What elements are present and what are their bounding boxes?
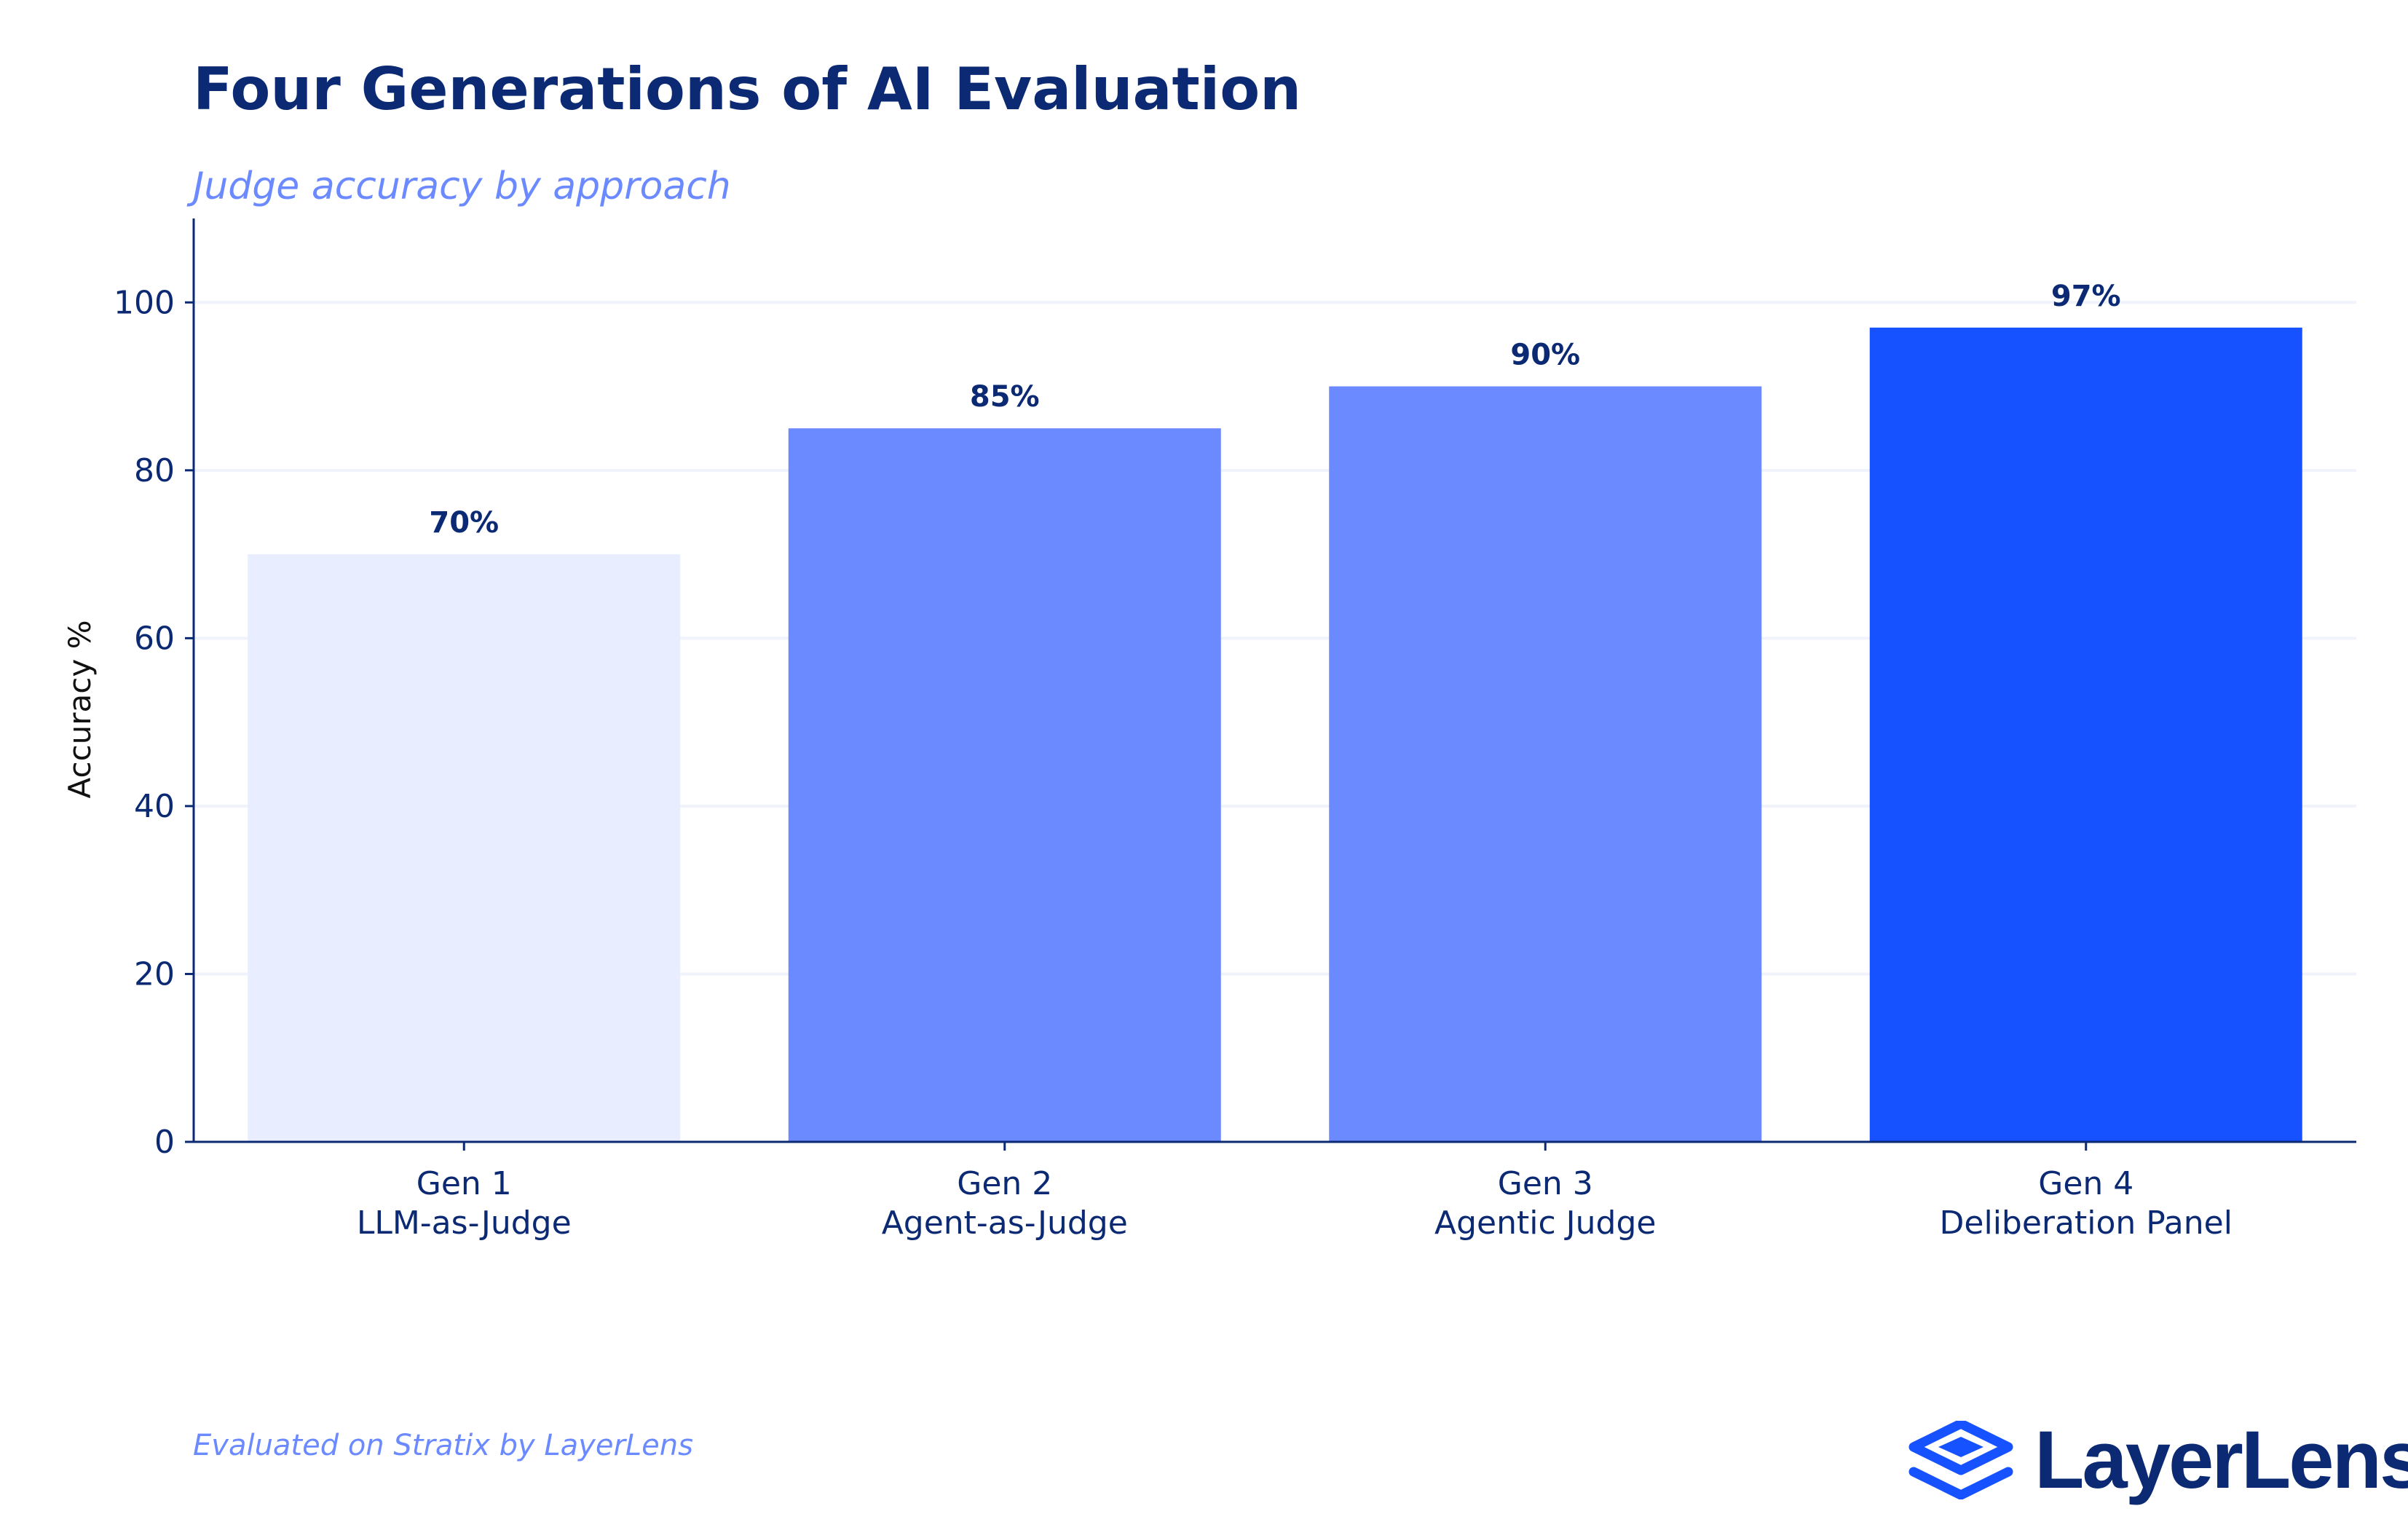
- x-tick-label: Gen 2: [957, 1165, 1052, 1202]
- x-tick-sublabel: Deliberation Panel: [1940, 1204, 2233, 1242]
- x-tick-label: Gen 4: [2038, 1165, 2133, 1202]
- footer-note: Evaluated on Stratix by LayerLens: [193, 1429, 693, 1462]
- y-axis-label: Accuracy %: [62, 620, 98, 798]
- x-tick-sublabel: Agentic Judge: [1434, 1204, 1656, 1242]
- layerlens-logo: LayerLens: [1908, 1413, 2408, 1507]
- layered-diamonds-icon: [1908, 1421, 2013, 1499]
- bar: [788, 428, 1221, 1142]
- bar: [1869, 327, 2302, 1143]
- y-tick-label: 80: [134, 452, 175, 489]
- y-tick-label: 100: [114, 284, 175, 321]
- bar-value-label: 90%: [1510, 339, 1580, 372]
- bar: [248, 554, 681, 1142]
- y-tick-label: 60: [134, 620, 175, 657]
- y-tick-label: 20: [134, 955, 175, 993]
- chart-subtitle: Judge accuracy by approach: [193, 165, 731, 208]
- bar: [1329, 386, 1762, 1143]
- x-tick-label: Gen 1: [417, 1165, 512, 1202]
- x-tick-sublabel: Agent-as-Judge: [882, 1204, 1128, 1242]
- logo-wordmark: LayerLens: [2034, 1414, 2408, 1505]
- chart-title: Four Generations of AI Evaluation: [193, 55, 1302, 123]
- x-tick-label: Gen 3: [1498, 1165, 1593, 1202]
- y-tick-label: 40: [134, 788, 175, 825]
- y-tick-label: 0: [154, 1124, 175, 1161]
- x-tick-sublabel: LLM-as-Judge: [357, 1204, 572, 1242]
- bar-value-label: 85%: [970, 380, 1040, 414]
- bar-value-label: 70%: [429, 506, 499, 540]
- bar-value-label: 97%: [2051, 280, 2121, 313]
